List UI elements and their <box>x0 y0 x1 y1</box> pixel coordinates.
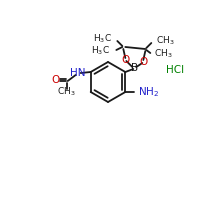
Text: HCl: HCl <box>166 65 184 75</box>
Text: H$_3$C: H$_3$C <box>93 33 112 45</box>
Text: CH$_3$: CH$_3$ <box>154 48 173 60</box>
Text: O: O <box>139 57 147 67</box>
Text: CH$_3$: CH$_3$ <box>57 86 76 98</box>
Text: H$_3$C: H$_3$C <box>91 45 110 57</box>
Text: O: O <box>121 55 129 65</box>
Text: O: O <box>52 75 60 85</box>
Text: CH$_3$: CH$_3$ <box>156 35 175 47</box>
Text: B: B <box>131 63 138 73</box>
Text: HN: HN <box>70 68 85 78</box>
Text: NH$_2$: NH$_2$ <box>138 85 159 99</box>
